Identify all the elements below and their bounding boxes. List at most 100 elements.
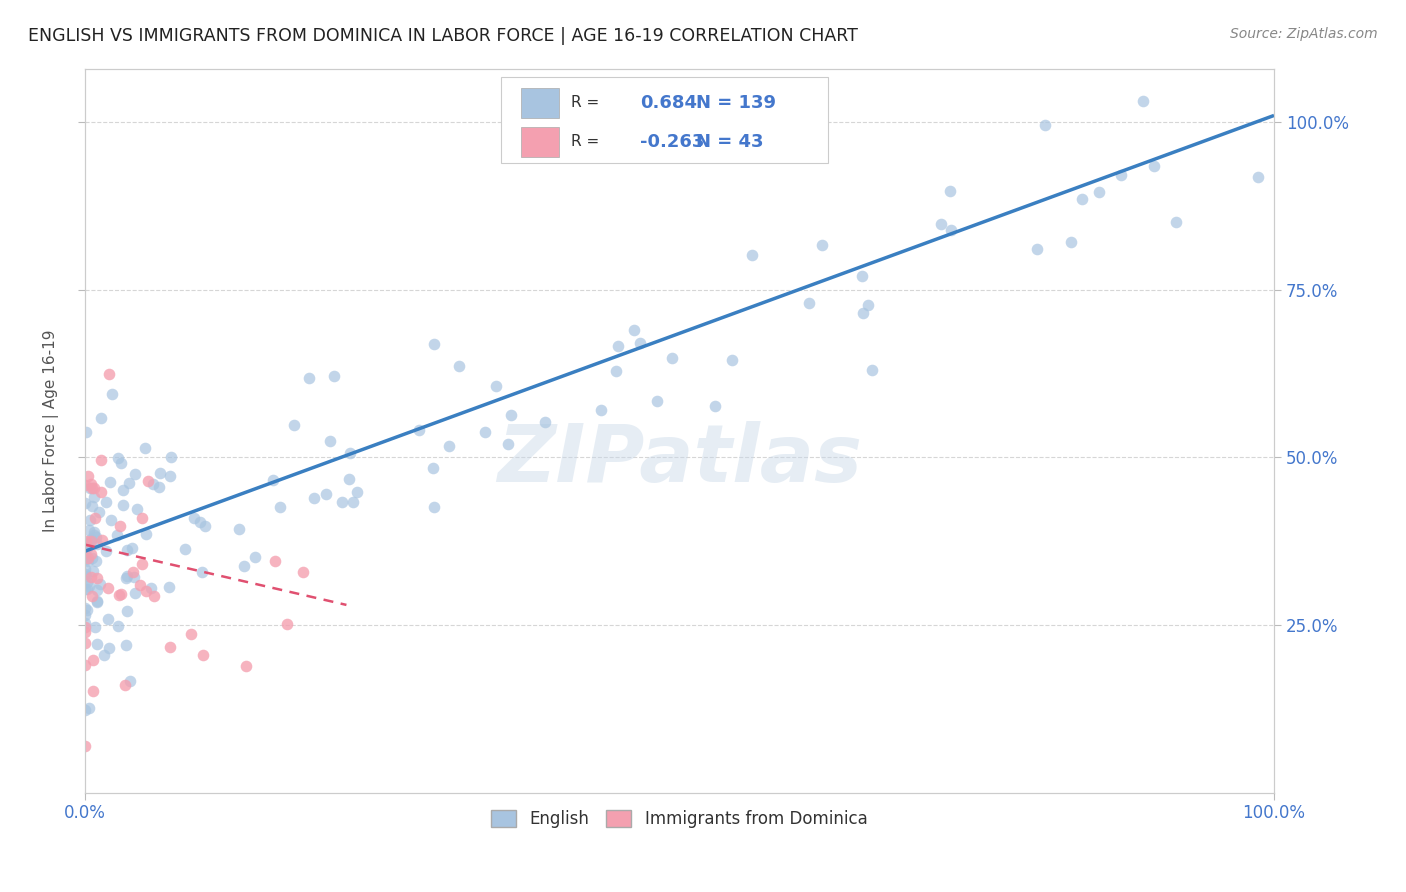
- Point: [86, 637, 108, 651]
- Point: [131, 557, 153, 571]
- Point: [97, 581, 120, 595]
- Point: [264, 554, 287, 568]
- Point: [80, 532, 103, 546]
- Point: [1025, 242, 1047, 256]
- Point: [142, 590, 165, 604]
- Point: [134, 442, 156, 456]
- Point: [606, 339, 628, 353]
- Point: [174, 541, 197, 556]
- Point: [75, 600, 97, 615]
- Point: [1109, 168, 1132, 182]
- Bar: [522, 87, 560, 118]
- Point: [128, 578, 150, 592]
- Point: [122, 570, 145, 584]
- Point: [157, 580, 180, 594]
- Point: [84, 620, 107, 634]
- Point: [501, 408, 523, 422]
- Point: [115, 604, 138, 618]
- Point: [75, 568, 97, 582]
- Point: [122, 565, 145, 579]
- Point: [75, 620, 97, 634]
- Point: [86, 595, 108, 609]
- Point: [484, 379, 506, 393]
- Point: [105, 528, 128, 542]
- Point: [89, 576, 111, 591]
- Point: [80, 589, 103, 603]
- Point: [159, 469, 181, 483]
- Point: [142, 476, 165, 491]
- Point: [1143, 159, 1166, 173]
- Point: [75, 536, 97, 550]
- Point: [80, 481, 103, 495]
- Point: [73, 624, 96, 639]
- Point: [235, 658, 257, 673]
- Point: [851, 269, 873, 284]
- Point: [90, 452, 112, 467]
- Point: [101, 387, 124, 401]
- Point: [322, 369, 344, 384]
- Point: [228, 522, 250, 536]
- Point: [98, 641, 121, 656]
- Point: [107, 588, 129, 602]
- Point: [131, 510, 153, 524]
- Point: [80, 570, 103, 584]
- Point: [83, 525, 105, 540]
- Point: [100, 512, 122, 526]
- Bar: [522, 127, 560, 157]
- Point: [94, 543, 117, 558]
- Point: [75, 703, 97, 717]
- Point: [80, 477, 103, 491]
- Point: [82, 564, 104, 578]
- Point: [139, 581, 162, 595]
- Point: [96, 494, 118, 508]
- Y-axis label: In Labor Force | Age 16-19: In Labor Force | Age 16-19: [44, 329, 59, 532]
- Point: [76, 541, 98, 555]
- Point: [79, 579, 101, 593]
- Point: [75, 425, 97, 440]
- Point: [82, 683, 104, 698]
- Point: [112, 499, 135, 513]
- Point: [80, 550, 103, 565]
- FancyBboxPatch shape: [501, 78, 828, 162]
- Point: [339, 446, 361, 460]
- Point: [90, 533, 112, 547]
- Point: [97, 612, 120, 626]
- Point: [346, 485, 368, 500]
- Point: [810, 238, 832, 252]
- Point: [76, 603, 98, 617]
- Point: [77, 554, 100, 568]
- Point: [135, 527, 157, 541]
- Point: [110, 456, 132, 470]
- Point: [115, 569, 138, 583]
- Point: [183, 510, 205, 524]
- Point: [188, 515, 211, 529]
- Point: [474, 425, 496, 439]
- Point: [84, 530, 107, 544]
- Point: [180, 627, 202, 641]
- Text: N = 139: N = 139: [696, 94, 776, 112]
- Point: [1035, 118, 1057, 132]
- Point: [136, 474, 159, 488]
- Point: [79, 481, 101, 495]
- Point: [111, 483, 134, 497]
- Point: [83, 481, 105, 495]
- Point: [1070, 192, 1092, 206]
- Point: [84, 554, 107, 568]
- Point: [73, 566, 96, 581]
- Point: [232, 558, 254, 573]
- Point: [73, 582, 96, 596]
- Point: [83, 528, 105, 542]
- Point: [332, 495, 354, 509]
- Point: [75, 608, 97, 623]
- Point: [661, 351, 683, 365]
- Point: [83, 510, 105, 524]
- Point: [797, 296, 820, 310]
- Point: [1132, 94, 1154, 108]
- Point: [114, 571, 136, 585]
- Point: [73, 636, 96, 650]
- Point: [114, 678, 136, 692]
- Point: [704, 399, 727, 413]
- Point: [76, 582, 98, 596]
- Point: [148, 480, 170, 494]
- Point: [860, 363, 883, 377]
